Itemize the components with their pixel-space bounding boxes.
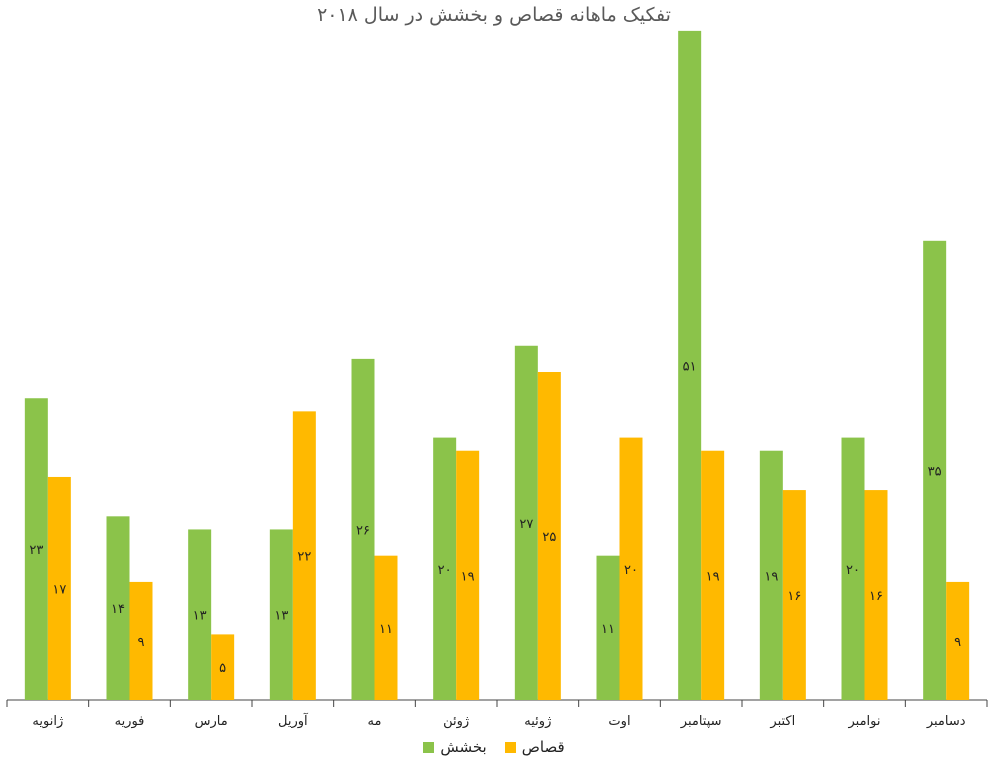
- bar-bakhshesh: [351, 358, 375, 700]
- x-tick-label: آوریل: [278, 712, 309, 729]
- data-label-qesas: ۱۹: [461, 569, 475, 584]
- data-label-qesas: ۱۶: [869, 589, 883, 604]
- data-label-bakhshesh: ۱۳: [274, 609, 288, 624]
- x-tick-label: سپتامبر: [680, 714, 722, 729]
- data-label-qesas: ۲۵: [542, 530, 556, 545]
- data-label-qesas: ۱۹: [706, 569, 720, 584]
- data-label-qesas: ۲۰: [624, 563, 638, 578]
- bar-qesas: [701, 450, 725, 700]
- bar-bakhshesh: [923, 240, 947, 701]
- data-label-qesas: ۲۲: [297, 550, 311, 565]
- data-label-qesas: ۹: [954, 635, 961, 650]
- x-tick-label: ژانویه: [32, 714, 63, 729]
- legend: بخشش قصاص: [0, 738, 988, 756]
- bar-bakhshesh: [596, 555, 620, 700]
- data-label-bakhshesh: ۱۹: [764, 569, 778, 584]
- bar-qesas: [864, 490, 888, 700]
- data-label-qesas: ۵: [219, 661, 226, 676]
- data-label-bakhshesh: ۱۱: [601, 622, 615, 637]
- x-tick-label: اوت: [608, 714, 630, 729]
- bar-bakhshesh: [514, 345, 538, 700]
- bar-qesas: [211, 634, 235, 700]
- bar-bakhshesh: [106, 516, 130, 700]
- legend-label-qesas: قصاص: [521, 738, 565, 756]
- chart-title: تفکیک ماهانه قصاص و بخشش در سال ۲۰۱۸: [317, 4, 671, 26]
- data-label-qesas: ۱۶: [787, 589, 801, 604]
- legend-swatch-bakhshesh: [423, 741, 435, 753]
- bar-qesas: [782, 490, 806, 700]
- data-label-bakhshesh: ۲۰: [438, 563, 452, 578]
- bar-bakhshesh: [433, 437, 457, 700]
- bar-bakhshesh: [24, 398, 48, 700]
- x-tick-label: مه: [368, 714, 382, 729]
- x-tick-label: فوریه: [115, 714, 145, 729]
- x-tick-label: نوامبر: [847, 714, 880, 729]
- x-tick-label: اکتبر: [769, 714, 795, 729]
- data-label-bakhshesh: ۳۵: [928, 464, 942, 479]
- data-label-qesas: ۹: [138, 635, 145, 650]
- bar-qesas: [619, 437, 643, 700]
- legend-swatch-qesas: [504, 741, 516, 753]
- bar-bakhshesh: [678, 30, 702, 700]
- x-tick-label: مارس: [195, 714, 228, 729]
- x-tick-label: ژوئن: [443, 714, 469, 729]
- bar-bakhshesh: [759, 450, 783, 700]
- bar-qesas: [456, 450, 480, 700]
- legend-item-bakhshesh: بخشش: [423, 738, 487, 756]
- data-label-bakhshesh: ۵۱: [683, 359, 697, 374]
- data-label-bakhshesh: ۱۴: [111, 602, 125, 617]
- bar-qesas: [374, 555, 398, 700]
- x-tick-label: دسامبر: [926, 714, 966, 729]
- x-tick-label: ژوئیه: [524, 714, 551, 729]
- data-label-bakhshesh: ۱۳: [193, 609, 207, 624]
- bar-bakhshesh: [269, 529, 293, 700]
- bar-bakhshesh: [188, 529, 212, 700]
- legend-label-bakhshesh: بخشش: [440, 738, 487, 756]
- data-label-bakhshesh: ۲۷: [519, 517, 533, 532]
- data-label-bakhshesh: ۲۳: [29, 543, 43, 558]
- data-label-qesas: ۱۷: [52, 582, 66, 597]
- bar-bakhshesh: [841, 437, 865, 700]
- bar-qesas: [129, 581, 153, 700]
- bar-qesas: [537, 372, 561, 700]
- legend-item-qesas: قصاص: [504, 738, 565, 756]
- data-label-qesas: ۱۱: [379, 622, 393, 637]
- bar-qesas: [946, 581, 970, 700]
- data-label-bakhshesh: ۲۰: [846, 563, 860, 578]
- bar-qesas: [292, 411, 316, 700]
- bar-qesas: [47, 476, 71, 700]
- data-label-bakhshesh: ۲۶: [356, 523, 370, 538]
